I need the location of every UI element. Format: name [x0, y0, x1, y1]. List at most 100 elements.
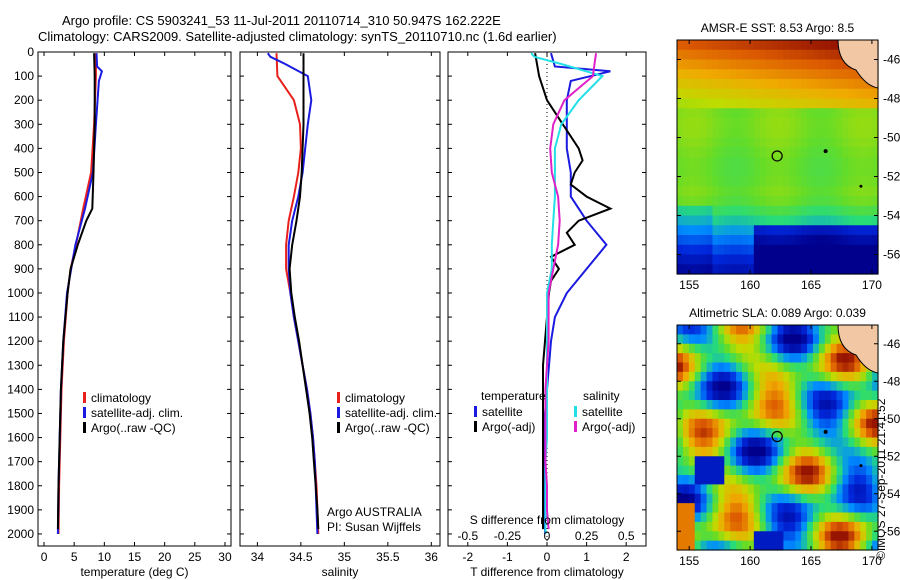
map-cell — [677, 353, 684, 364]
map-cell — [677, 381, 684, 392]
map-cell — [812, 88, 820, 100]
map-cell — [801, 118, 808, 129]
map-cell — [830, 409, 838, 420]
map-cell — [860, 79, 867, 90]
map-cell — [812, 531, 820, 542]
map-cell — [836, 484, 844, 495]
map-cell — [812, 176, 820, 187]
map-cell — [736, 531, 743, 542]
map-cell — [765, 353, 773, 364]
secondary-x-tick-label: -0.25 — [494, 529, 522, 543]
map-cell — [742, 353, 749, 364]
map-cell — [677, 127, 684, 139]
map-cell — [682, 390, 690, 401]
map-cell — [830, 418, 838, 429]
map-cell — [700, 235, 708, 246]
map-cell — [759, 118, 767, 129]
map-cell — [712, 147, 719, 158]
map-cell — [783, 437, 790, 448]
map-cell — [706, 521, 714, 532]
map-cell — [730, 108, 737, 119]
map-cell — [818, 186, 826, 197]
series-line-temperature-2 — [56, 53, 96, 530]
map-cell — [872, 176, 879, 187]
map-cell — [830, 465, 838, 476]
map-cell — [777, 215, 785, 226]
map-cell — [812, 475, 820, 485]
map-cell — [688, 205, 696, 217]
map-cell — [866, 521, 873, 532]
map-cell — [753, 390, 761, 401]
map-cell — [830, 362, 838, 373]
map-cell — [783, 353, 790, 364]
map-cell — [724, 381, 731, 392]
map-cell — [682, 484, 690, 495]
map-cell — [730, 437, 737, 448]
map-cell — [860, 540, 867, 551]
map-cell — [771, 465, 779, 476]
map-cell — [777, 521, 785, 532]
map-cell — [842, 512, 850, 523]
map-cell — [742, 69, 749, 80]
map-cell — [783, 108, 790, 119]
map-cell — [718, 186, 725, 197]
map-cell — [747, 147, 755, 158]
map-cell — [830, 49, 838, 61]
map-cell — [724, 118, 731, 129]
y-tick-label: 500 — [14, 165, 34, 179]
map-cell — [818, 69, 826, 80]
map-cell — [777, 353, 785, 364]
map-cell — [700, 215, 708, 226]
map-cell — [682, 475, 690, 485]
y-tick-label: -50 — [883, 131, 900, 145]
map-cell — [830, 235, 838, 246]
map-cell — [783, 362, 790, 373]
map-cell — [730, 475, 737, 485]
map-cell — [848, 381, 855, 392]
map-cell — [765, 40, 773, 51]
map-cell — [818, 540, 826, 551]
map-cell — [789, 205, 796, 217]
map-cell — [742, 40, 749, 51]
map-cell — [771, 59, 779, 70]
map-cell — [836, 59, 844, 70]
map-cell — [706, 49, 714, 61]
map-cell — [848, 437, 855, 448]
map-cell — [694, 98, 702, 109]
map-cell — [860, 176, 867, 187]
map-cell — [842, 400, 850, 410]
map-cell — [747, 409, 755, 420]
map-cell — [824, 157, 832, 168]
map-cell — [730, 244, 737, 256]
map-cell — [807, 225, 814, 236]
map-cell — [842, 446, 850, 457]
map-cell — [742, 343, 749, 354]
map-cell — [854, 264, 861, 275]
map-cell — [712, 118, 719, 129]
map-cell — [795, 540, 802, 551]
map-cell — [759, 353, 767, 364]
map-cell — [724, 176, 731, 187]
map-cell — [700, 334, 708, 345]
map-cell — [866, 503, 873, 514]
map-cell — [777, 176, 785, 187]
map-cell — [854, 69, 861, 80]
map-cell — [771, 503, 779, 514]
map-cell — [783, 381, 790, 392]
map-cell — [795, 325, 802, 335]
map-cell — [789, 98, 796, 109]
map-cell — [706, 205, 714, 217]
map-cell — [694, 465, 702, 476]
map-cell — [801, 371, 808, 382]
map-cell — [801, 531, 808, 542]
map-cell — [706, 325, 714, 335]
map-cell — [753, 512, 761, 523]
map-cell — [795, 334, 802, 345]
map-cell — [747, 456, 755, 467]
map-cell — [866, 484, 873, 495]
map-cell — [682, 235, 690, 246]
map-cell — [824, 147, 832, 158]
legend-label: satellite — [482, 405, 523, 419]
map-cell — [795, 465, 802, 476]
map-cell — [700, 428, 708, 439]
